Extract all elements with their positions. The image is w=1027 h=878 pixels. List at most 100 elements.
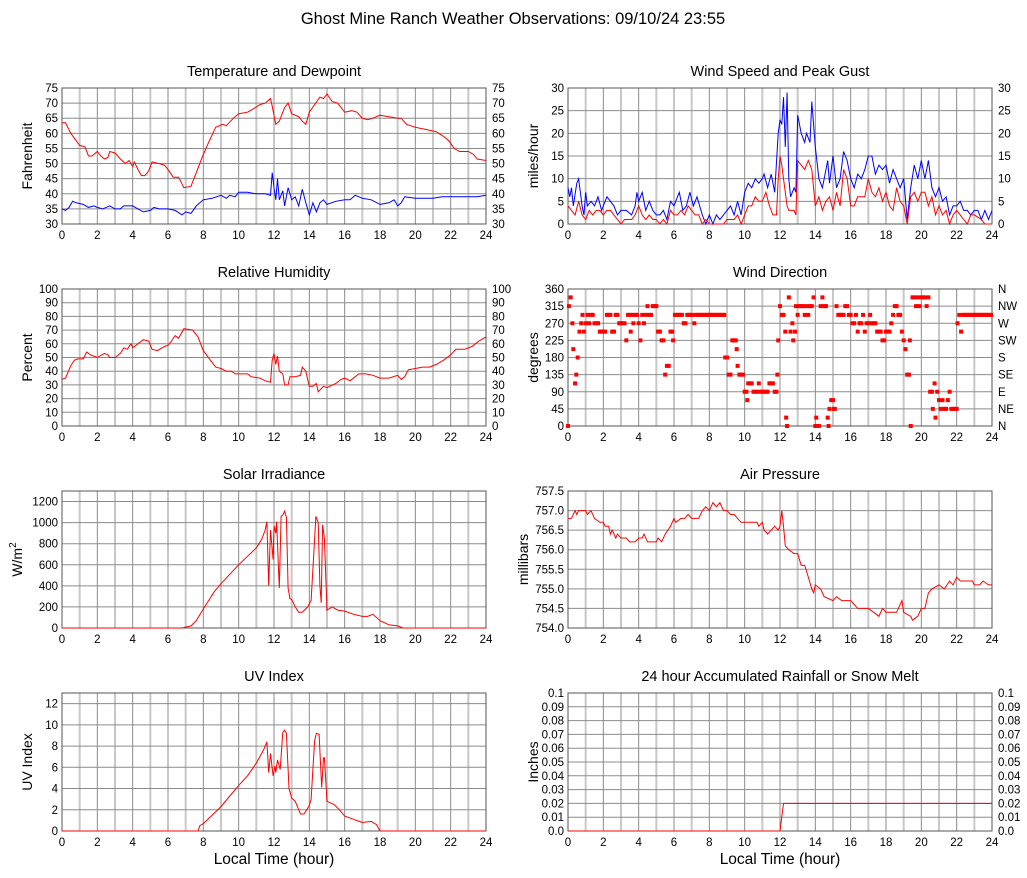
data-point (795, 312, 800, 317)
y-tick-label: 756.5 (535, 525, 564, 537)
x-tick-label: 0 (59, 837, 65, 849)
data-point (845, 304, 850, 309)
panel-title: Solar Irradiance (223, 467, 325, 483)
data-point (947, 389, 952, 394)
x-tick-label: 12 (268, 837, 281, 849)
x-tick-label: 20 (915, 432, 928, 444)
y-tick-label: 0 (558, 421, 564, 433)
data-point (735, 363, 740, 368)
y-tick-label: 90 (551, 387, 564, 399)
data-point (583, 321, 588, 326)
y-tick-label: 65 (45, 113, 58, 125)
x-tick-label: 22 (950, 837, 963, 849)
x-tick-label: 0 (59, 230, 65, 242)
y-tick-label: 0.0 (548, 826, 564, 838)
x-tick-label: 12 (774, 230, 787, 242)
data-point (915, 295, 920, 300)
x-tick-label: 14 (303, 230, 316, 242)
data-point (887, 329, 892, 334)
data-point (585, 312, 590, 317)
y-tick-label: 0.1 (548, 688, 564, 700)
data-point (957, 312, 962, 317)
y-tick-label: 100 (39, 284, 58, 296)
x-tick-label: 10 (232, 432, 245, 444)
data-point (820, 295, 825, 300)
data-point (802, 312, 807, 317)
x-tick-label: 10 (738, 230, 751, 242)
x-tick-label: 24 (986, 837, 999, 849)
x-tick-label: 24 (986, 230, 999, 242)
y-tick-label: 200 (39, 602, 58, 614)
x-tick-label: 0 (565, 230, 571, 242)
y-tick-label: 0 (52, 623, 58, 635)
y-tick-label: 8 (52, 741, 58, 753)
data-point (765, 389, 770, 394)
data-point (580, 312, 585, 317)
data-point (848, 312, 853, 317)
y-tick-label: 0 (52, 421, 58, 433)
x-tick-label: 20 (409, 837, 422, 849)
x-tick-label: 4 (635, 837, 642, 849)
y-axis-label-text: UV Index (19, 733, 35, 791)
y-tick-label: 0 (558, 219, 564, 231)
y-tick-label-right: 0.0 (998, 826, 1014, 838)
data-point (938, 406, 943, 411)
data-point (831, 398, 835, 403)
x-tick-label: 16 (844, 837, 857, 849)
data-point (770, 381, 775, 386)
data-point (906, 372, 911, 377)
data-point (654, 304, 659, 309)
data-point (873, 321, 878, 326)
x-tick-label: 20 (409, 432, 422, 444)
panel-title: Wind Direction (733, 265, 827, 281)
x-tick-label: 0 (565, 634, 571, 646)
data-point (573, 381, 578, 386)
data-point (891, 312, 896, 317)
data-point (818, 304, 823, 309)
y-tick-label-right: 25 (998, 106, 1011, 118)
y-axis-label-superscript: 2 (8, 542, 19, 548)
plot-frame (61, 692, 487, 832)
y-axis-label: UV Index (19, 733, 35, 791)
data-point (853, 312, 858, 317)
x-tick-label: 6 (165, 634, 171, 646)
data-point (933, 415, 938, 420)
y-tick-label: 10 (551, 174, 564, 186)
data-point (816, 424, 821, 428)
data-point (575, 355, 580, 360)
y-tick-label: 0.07 (542, 729, 564, 741)
x-tick-label: 10 (232, 230, 245, 242)
y-tick-label: 0.02 (542, 798, 564, 810)
y-tick-label: 754.0 (535, 623, 564, 635)
data-point (825, 415, 830, 420)
data-point (882, 338, 887, 343)
data-point (671, 338, 676, 343)
data-point (590, 312, 595, 317)
y-tick-label-right: 0.06 (998, 743, 1020, 755)
y-tick-label-right: 0.09 (998, 702, 1020, 714)
data-point (827, 406, 832, 411)
x-tick-label: 22 (444, 634, 457, 646)
data-point (666, 363, 671, 368)
x-tick-label: 18 (880, 432, 893, 444)
x-tick-label: 18 (374, 230, 387, 242)
data-point (728, 372, 733, 377)
x-tick-label: 6 (671, 634, 677, 646)
y-tick-label-right: 90 (492, 298, 505, 310)
data-point (784, 415, 789, 420)
data-point (809, 304, 814, 309)
y-axis-label-text: miles/hour (525, 123, 541, 188)
y-tick-label-right: 30 (492, 219, 505, 231)
series-line-dewpoint (61, 172, 487, 217)
series-wind-direction (566, 295, 994, 428)
x-tick-label: 6 (671, 837, 677, 849)
y-tick-label-right: 0 (998, 219, 1004, 231)
data-point (570, 321, 575, 326)
data-point (785, 424, 790, 428)
x-tick-label: 8 (706, 837, 712, 849)
y-tick-label: 10 (45, 720, 58, 732)
data-point (679, 312, 684, 317)
data-point (929, 389, 934, 394)
x-tick-label: 2 (600, 634, 606, 646)
